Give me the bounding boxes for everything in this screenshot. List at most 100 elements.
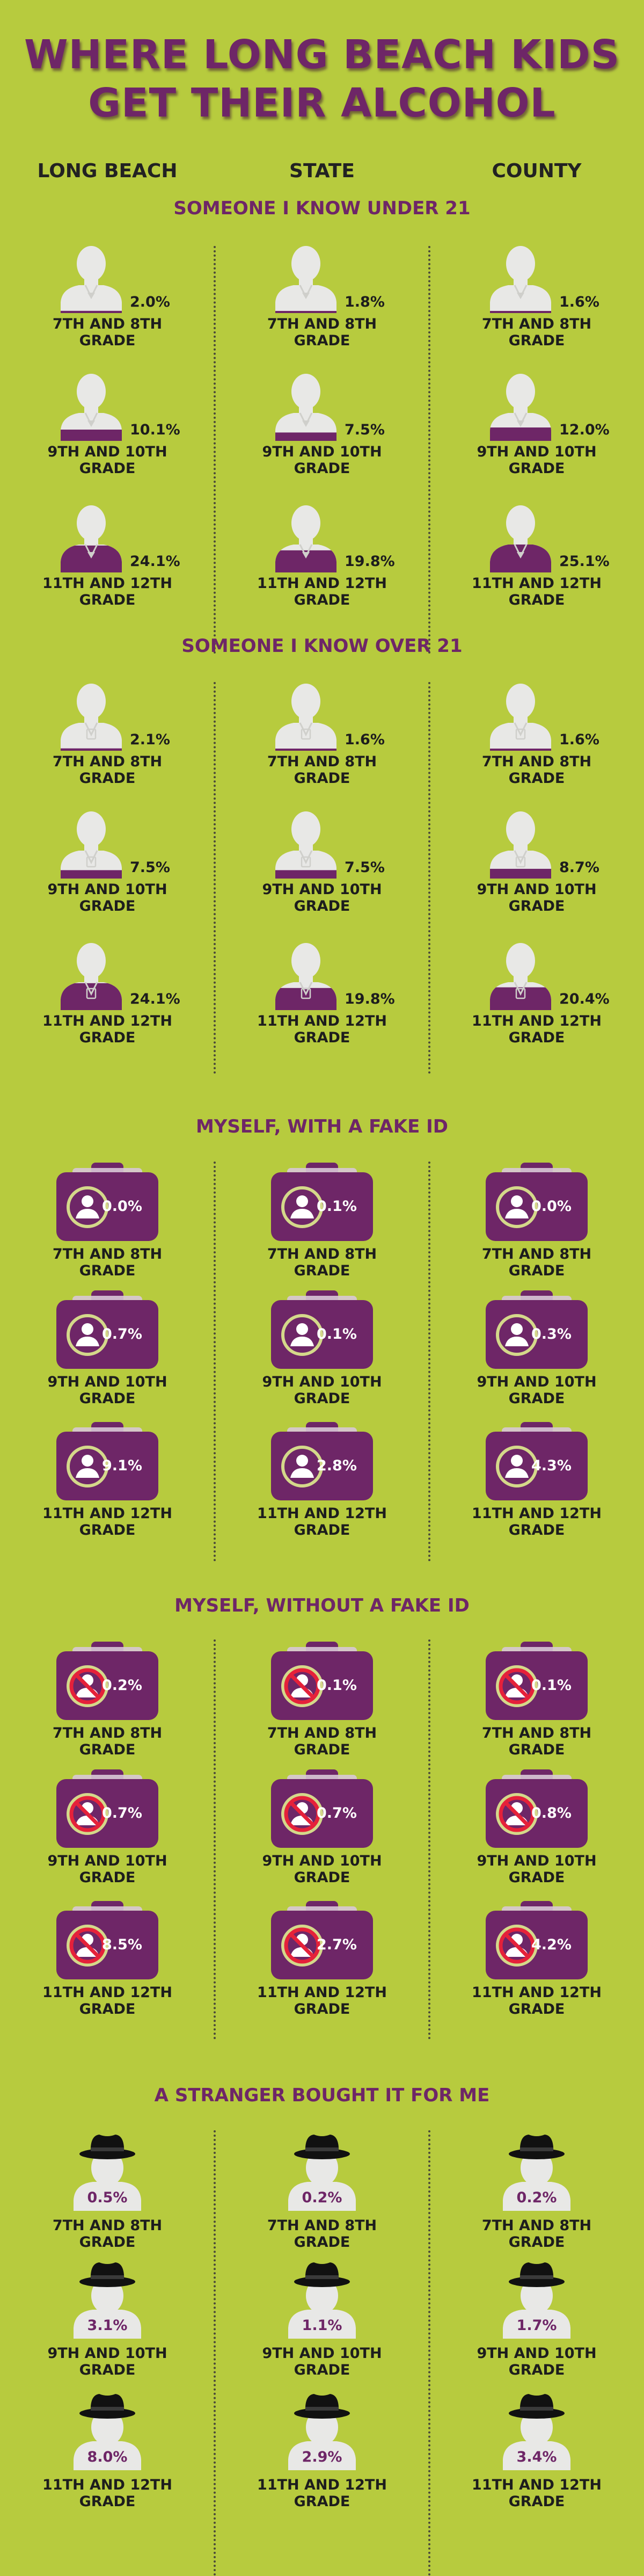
grade-label-line-1: 11TH AND 12TH — [257, 1013, 387, 1029]
grade-label-line-1: 11TH AND 12TH — [42, 1013, 172, 1029]
grade-label-line-2: GRADE — [294, 2493, 350, 2510]
grade-label-line-1: 11TH AND 12TH — [42, 1984, 172, 2001]
grade-label: 7TH AND 8TH GRADE — [247, 1246, 397, 1279]
person-with-hat-icon — [74, 2262, 141, 2339]
person-icon-wrap — [271, 941, 341, 1013]
grade-label: 11TH AND 12TH GRADE — [32, 575, 182, 608]
person-with-hat-icon — [74, 2135, 141, 2211]
grade-label-line-2: GRADE — [79, 1522, 136, 1539]
id-card-icon — [486, 1163, 588, 1241]
grade-label: 9TH AND 10TH GRADE — [32, 2345, 182, 2378]
person-over-21-icon — [275, 684, 336, 751]
id-card-icon-wrap — [56, 1769, 158, 1852]
grade-label-line-2: GRADE — [294, 2362, 350, 2378]
id-card-icon-wrap — [271, 1163, 373, 1245]
id-card-icon — [271, 1290, 373, 1369]
stranger-icon-wrap — [67, 2131, 148, 2214]
person-over-21-icon — [61, 811, 122, 879]
person-over-21-icon — [61, 943, 122, 1010]
column-divider — [428, 682, 430, 1074]
percent-value: 0.8% — [531, 1805, 572, 1822]
stranger-icon-wrap — [496, 2391, 577, 2473]
grade-label-line-1: 11TH AND 12TH — [42, 1505, 172, 1522]
grade-label-line-1: 9TH AND 10TH — [47, 2345, 167, 2362]
grade-label-line-2: GRADE — [508, 2234, 565, 2251]
grade-label-line-1: 9TH AND 10TH — [47, 444, 167, 460]
grade-label-line-2: GRADE — [79, 460, 136, 477]
grade-label-line-1: 9TH AND 10TH — [262, 1374, 382, 1390]
grade-label-line-2: GRADE — [508, 592, 565, 608]
percent-value: 2.0% — [130, 294, 170, 310]
grade-label-line-1: 11TH AND 12TH — [472, 1013, 602, 1029]
percent-value: 0.7% — [102, 1805, 142, 1822]
grade-label-line-1: 7TH AND 8TH — [52, 753, 163, 770]
percent-value: 8.7% — [559, 859, 599, 876]
grade-label-line-2: GRADE — [294, 1262, 350, 1279]
section-title: SOMEONE I KNOW UNDER 21 — [173, 198, 471, 219]
person-icon-wrap — [56, 682, 126, 754]
percent-value: 9.1% — [102, 1457, 142, 1474]
grade-label: 11TH AND 12TH GRADE — [462, 1013, 612, 1046]
id-card-icon-wrap — [486, 1769, 588, 1852]
no-id-card-icon — [56, 1901, 158, 1979]
grade-label-line-1: 11TH AND 12TH — [257, 1505, 387, 1522]
stranger-icon-wrap — [67, 2391, 148, 2473]
id-card-icon-wrap — [271, 1422, 373, 1505]
grade-label-line-2: GRADE — [79, 592, 136, 608]
grade-label-line-1: 11TH AND 12TH — [42, 575, 172, 592]
percent-value: 2.9% — [302, 2449, 342, 2465]
grade-label-line-1: 9TH AND 10TH — [477, 881, 597, 898]
person-icon-wrap — [486, 372, 555, 444]
percent-value: 20.4% — [559, 991, 610, 1007]
column-divider — [428, 1162, 430, 1562]
percent-value: 8.0% — [87, 2449, 128, 2465]
section-title: A STRANGER BOUGHT IT FOR ME — [154, 2085, 490, 2106]
grade-label-line-2: GRADE — [79, 332, 136, 349]
percent-value: 3.1% — [87, 2317, 128, 2334]
grade-label-line-1: 7TH AND 8TH — [52, 1725, 163, 1741]
grade-label-line-1: 9TH AND 10TH — [47, 1374, 167, 1390]
column-divider — [428, 2130, 430, 2576]
person-icon-wrap — [56, 941, 126, 1013]
column-divider — [214, 1639, 216, 2040]
no-id-card-icon — [486, 1642, 588, 1720]
grade-label: 9TH AND 10TH GRADE — [247, 1853, 397, 1886]
percent-value: 0.0% — [102, 1198, 142, 1215]
percent-value: 24.1% — [130, 991, 180, 1007]
grade-label: 7TH AND 8TH GRADE — [32, 753, 182, 787]
percent-value: 0.1% — [317, 1326, 357, 1343]
grade-label-line-2: GRADE — [508, 1390, 565, 1407]
percent-value: 0.2% — [102, 1677, 142, 1694]
section-title: MYSELF, WITHOUT A FAKE ID — [174, 1595, 470, 1616]
grade-label-line-2: GRADE — [79, 1869, 136, 1886]
grade-label: 11TH AND 12TH GRADE — [32, 1013, 182, 1046]
id-card-icon-wrap — [486, 1290, 588, 1373]
percent-value: 7.5% — [345, 422, 385, 438]
person-icon-wrap — [271, 682, 341, 754]
person-icon-wrap — [271, 504, 341, 576]
id-card-icon-wrap — [271, 1642, 373, 1724]
grade-label-line-2: GRADE — [79, 1029, 136, 1046]
grade-label-line-1: 7TH AND 8TH — [267, 753, 377, 770]
grade-label: 7TH AND 8TH GRADE — [247, 2217, 397, 2251]
person-over-21-icon — [490, 811, 551, 879]
grade-label-line-2: GRADE — [508, 770, 565, 787]
grade-label-line-1: 7TH AND 8TH — [267, 1246, 377, 1262]
grade-label-line-2: GRADE — [79, 1390, 136, 1407]
grade-label-line-1: 7TH AND 8TH — [52, 2217, 163, 2234]
grade-label: 9TH AND 10TH GRADE — [462, 881, 612, 915]
grade-label-line-1: 9TH AND 10TH — [477, 1374, 597, 1390]
grade-label: 11TH AND 12TH GRADE — [462, 1984, 612, 2018]
grade-label: 11TH AND 12TH GRADE — [247, 2477, 397, 2510]
id-card-icon-wrap — [271, 1901, 373, 1984]
percent-value: 4.3% — [531, 1457, 572, 1474]
person-with-hat-icon — [288, 2262, 356, 2339]
percent-value: 0.3% — [531, 1326, 572, 1343]
grade-label-line-1: 7TH AND 8TH — [267, 2217, 377, 2234]
grade-label-line-2: GRADE — [508, 2001, 565, 2018]
id-card-icon-wrap — [56, 1901, 158, 1984]
person-under-21-icon — [61, 505, 122, 572]
grade-label-line-2: GRADE — [294, 1522, 350, 1539]
percent-value: 0.2% — [516, 2189, 557, 2206]
person-under-21-icon — [490, 505, 551, 572]
